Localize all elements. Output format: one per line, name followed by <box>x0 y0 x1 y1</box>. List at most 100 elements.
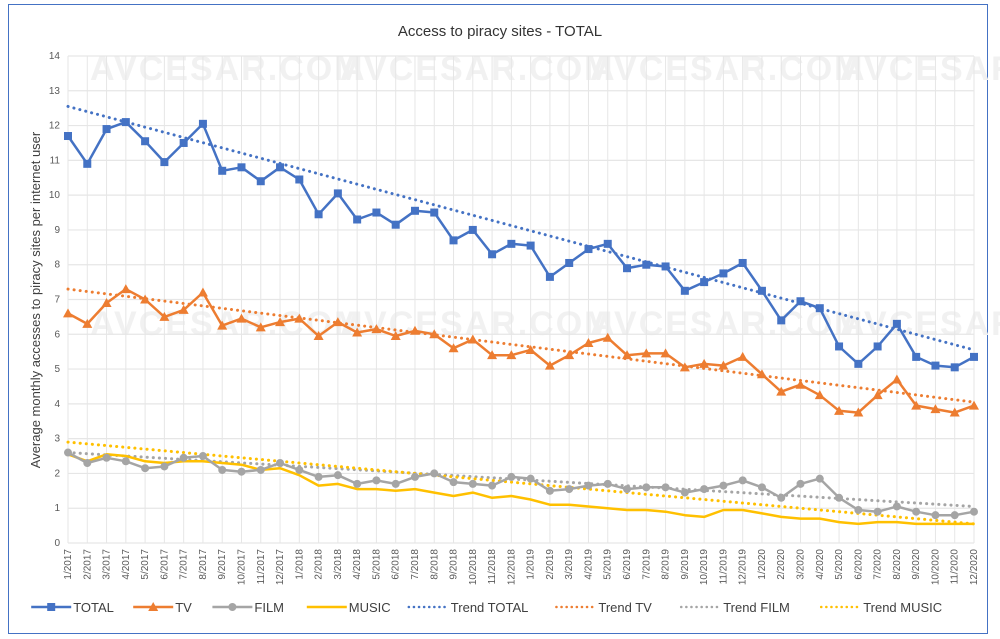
x-tick-label: 3/2020 <box>796 549 807 580</box>
data-point-total <box>796 297 805 306</box>
data-point-tv <box>853 407 864 417</box>
data-point-tv <box>217 320 228 330</box>
data-point-tv <box>448 343 459 353</box>
data-point-total <box>179 138 188 147</box>
legend-marker-total <box>47 603 56 611</box>
data-point-film <box>700 485 709 494</box>
data-point-film <box>757 483 766 492</box>
data-point-total <box>642 260 651 269</box>
legend-marker-film <box>228 603 237 611</box>
data-point-total <box>295 175 304 184</box>
data-point-tv <box>834 405 845 415</box>
data-point-tv <box>371 324 382 334</box>
data-point-total <box>815 304 824 313</box>
x-tick-label: 12/2019 <box>738 549 749 586</box>
x-tick-label: 3/2018 <box>333 549 344 580</box>
data-point-total <box>64 132 72 141</box>
data-point-film <box>796 479 805 488</box>
y-tick-label: 1 <box>54 503 60 514</box>
data-point-tv <box>178 304 189 314</box>
data-point-film <box>931 511 940 520</box>
y-axis-label: Average monthly accesses to piracy sites… <box>28 131 43 468</box>
data-point-tv <box>294 313 305 323</box>
data-point-film <box>680 488 689 497</box>
data-point-film <box>815 474 824 483</box>
data-point-total <box>526 241 535 250</box>
data-point-film <box>835 493 844 502</box>
data-point-total <box>623 264 632 273</box>
legend: TOTAL TV FILM MUSIC Trend TOTAL Trend TV Trend… <box>31 600 942 615</box>
data-point-total <box>835 342 844 351</box>
data-point-tv <box>814 390 825 400</box>
y-tick-label: 4 <box>54 399 60 410</box>
data-point-film <box>912 507 921 516</box>
data-point-film <box>873 507 882 516</box>
data-point-tv <box>197 287 208 297</box>
y-tick-label: 14 <box>49 51 61 62</box>
x-tick-label: 5/2020 <box>834 549 845 580</box>
x-tick-label: 1/2018 <box>294 549 305 580</box>
x-tick-label: 2/2017 <box>82 549 93 580</box>
x-tick-label: 6/2019 <box>622 549 633 580</box>
x-tick-label: 7/2019 <box>641 549 652 580</box>
data-point-total <box>912 352 921 361</box>
y-tick-label: 11 <box>50 155 61 166</box>
data-point-total <box>873 342 882 351</box>
y-tick-label: 13 <box>49 86 61 97</box>
data-point-tv <box>969 400 979 410</box>
data-point-total <box>777 316 786 325</box>
data-point-film <box>276 458 285 467</box>
x-tick-label: 2/2018 <box>314 549 325 580</box>
data-point-total <box>449 236 458 245</box>
data-point-film <box>121 457 130 466</box>
data-point-film <box>892 502 901 511</box>
data-point-tv <box>737 351 748 361</box>
data-point-total <box>661 262 670 271</box>
data-point-total <box>931 361 940 370</box>
y-tick-label: 8 <box>54 260 60 271</box>
x-tick-label: 12/2018 <box>506 549 517 586</box>
y-tick-label: 0 <box>54 538 60 549</box>
y-tick-label: 7 <box>54 295 60 306</box>
x-tick-label: 9/2018 <box>449 549 460 580</box>
data-point-total <box>333 189 342 198</box>
data-point-tv <box>564 350 575 360</box>
data-point-total <box>314 210 323 219</box>
x-tick-label: 11/2020 <box>950 549 961 585</box>
x-tick-label: 6/2018 <box>391 549 402 580</box>
data-series <box>63 118 979 526</box>
x-tick-label: 1/2020 <box>757 549 768 580</box>
data-point-total <box>565 258 574 267</box>
data-point-tv <box>602 332 613 342</box>
data-point-film <box>642 483 651 492</box>
data-point-total <box>700 278 709 287</box>
data-point-tv <box>390 331 401 341</box>
data-point-total <box>507 239 516 248</box>
data-point-tv <box>82 318 93 328</box>
x-tick-label: 5/2019 <box>603 549 614 580</box>
data-point-tv <box>275 317 286 327</box>
data-point-total <box>970 352 978 361</box>
legend-label-tv: TV <box>175 600 192 615</box>
data-point-film <box>603 479 612 488</box>
trend-line-trend-music <box>66 440 976 526</box>
data-point-film <box>468 479 477 488</box>
data-point-tv <box>776 386 787 396</box>
legend-marker-tv <box>148 602 159 611</box>
data-point-film <box>777 493 786 502</box>
data-point-total <box>757 286 766 295</box>
data-point-film <box>333 471 342 480</box>
x-tick-label: 1/2017 <box>63 549 74 580</box>
data-point-total <box>391 220 400 229</box>
series-line-total <box>66 120 975 369</box>
data-point-tv <box>236 313 247 323</box>
data-point-film <box>83 458 92 467</box>
data-point-tv <box>949 407 960 417</box>
data-point-tv <box>872 390 883 400</box>
data-point-film <box>179 453 188 462</box>
data-point-film <box>738 476 747 485</box>
data-point-tv <box>352 327 363 337</box>
data-point-film <box>372 476 381 485</box>
x-tick-label: 8/2019 <box>661 549 672 580</box>
x-tick-label: 3/2019 <box>564 549 575 580</box>
